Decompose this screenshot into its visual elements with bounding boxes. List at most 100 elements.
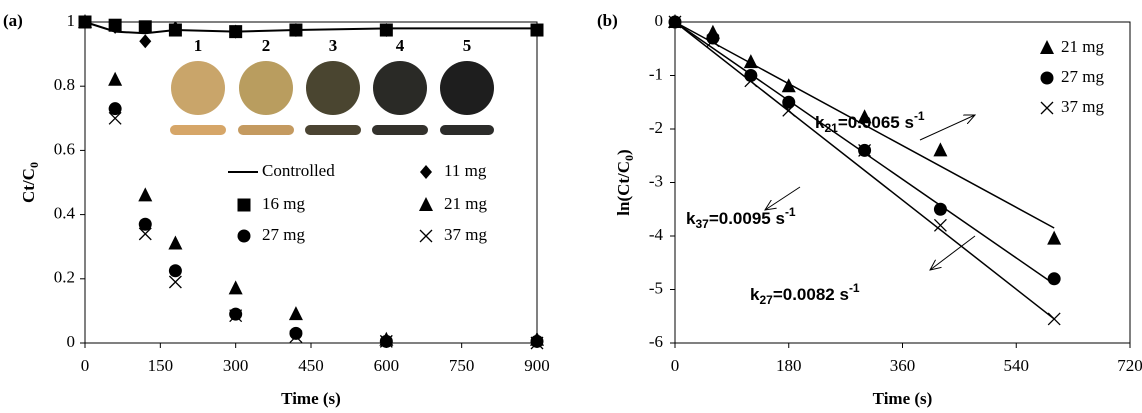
rate-k: k [750,285,760,304]
data-point [858,143,872,157]
x-tick-label: 360 [890,356,916,375]
data-point [108,18,122,32]
legend-label: Controlled [262,161,335,180]
x-tick-label: 900 [524,356,550,375]
legend-swatch [1040,101,1054,115]
data-point [289,330,303,344]
data-point [530,23,544,37]
data-point [168,275,182,289]
data-point [668,15,682,29]
data-point [530,336,544,350]
data-point [78,15,92,29]
data-point [1047,230,1062,245]
legend-label: 21 mg [444,194,487,213]
rate-sub: 27 [759,293,773,307]
inset-label: 2 [262,36,271,55]
inset-label: 3 [329,36,338,55]
rate-k: k [815,113,825,132]
y-tick-label: 0.2 [54,268,75,287]
y-tick-label: -1 [649,64,663,83]
legend-label: 11 mg [444,161,487,180]
arrows [765,115,975,270]
x-tick-label: 0 [671,356,680,375]
data-point [933,202,947,216]
x-tick-label: 150 [148,356,174,375]
y-axis-label: ln(Ct/C0) [614,149,636,215]
rate-annotation: k21=0.0065 s-1 [815,109,925,135]
y-axis-label-end: ) [614,149,633,155]
rate-text: =0.0065 s [838,113,914,132]
legend-swatch [419,197,433,211]
data-point [743,54,758,69]
data-point [108,111,122,125]
x-axis-label: Time (s) [873,389,933,408]
rate-sup: -1 [849,281,860,295]
y-tick-label: 0.8 [54,75,75,94]
inset-photo [170,61,494,135]
legend-label: 37 mg [444,225,487,244]
inset-label: 4 [396,36,405,55]
panel-label: (a) [3,11,23,30]
data-point [288,306,303,321]
y-tick-label: -5 [649,278,663,297]
y-tick-label: -6 [649,332,663,351]
x-tick-label: 0 [81,356,90,375]
data-point [781,78,796,93]
y-tick-label: -3 [649,171,663,190]
legend-swatch [1040,40,1054,54]
data-point [744,74,758,88]
y-tick-label: 1 [67,11,76,30]
data-point [108,71,123,86]
data-point [289,326,303,340]
fit-line [674,21,1055,229]
data-point [1047,312,1061,326]
data-point [229,307,243,321]
legend-label: 27 mg [262,225,305,244]
inset-label: 1 [194,36,203,55]
y-tick-label: -2 [649,118,663,137]
y-axis-label-sub: 0 [622,155,636,161]
y-tick-label: 0.6 [54,139,75,158]
data-point [168,235,183,250]
data-point [138,217,152,231]
data-point [782,103,796,117]
fit-line [674,21,1055,320]
rate-annotation: k27=0.0082 s-1 [750,281,860,307]
inset-label: 5 [463,36,472,55]
data-point [379,334,393,348]
x-tick-label: 750 [449,356,475,375]
data-point [139,34,152,49]
data-point [530,334,544,348]
data-point [933,142,948,157]
data-point [138,20,152,34]
y-tick-label: 0 [67,332,76,351]
panel-label: (b) [597,11,618,30]
rate-sup: -1 [785,205,796,219]
data-point [228,280,243,295]
rate-sub: 37 [695,217,709,231]
x-tick-label: 540 [1004,356,1030,375]
y-axis-label-text: Ct/C [19,168,38,203]
legend-label: 21 mg [1061,37,1104,56]
data-point [138,227,152,241]
data-point [168,264,182,278]
data-point [782,95,796,109]
rate-annotation: k37=0.0095 s-1 [686,205,796,231]
rate-sup: -1 [914,109,925,123]
legend-label: 27 mg [1061,67,1104,86]
legend-swatch [237,229,251,243]
data-point [1047,272,1061,286]
rate-text: =0.0082 s [773,285,849,304]
rate-sub: 21 [824,121,838,135]
x-tick-label: 450 [298,356,324,375]
data-point [933,218,947,232]
data-point [229,309,243,323]
legend-swatch [420,165,432,179]
x-axis-label: Time (s) [281,389,341,408]
legend-label: 16 mg [262,194,305,213]
x-tick-label: 600 [374,356,400,375]
data-point [108,102,122,116]
data-point [138,187,153,202]
